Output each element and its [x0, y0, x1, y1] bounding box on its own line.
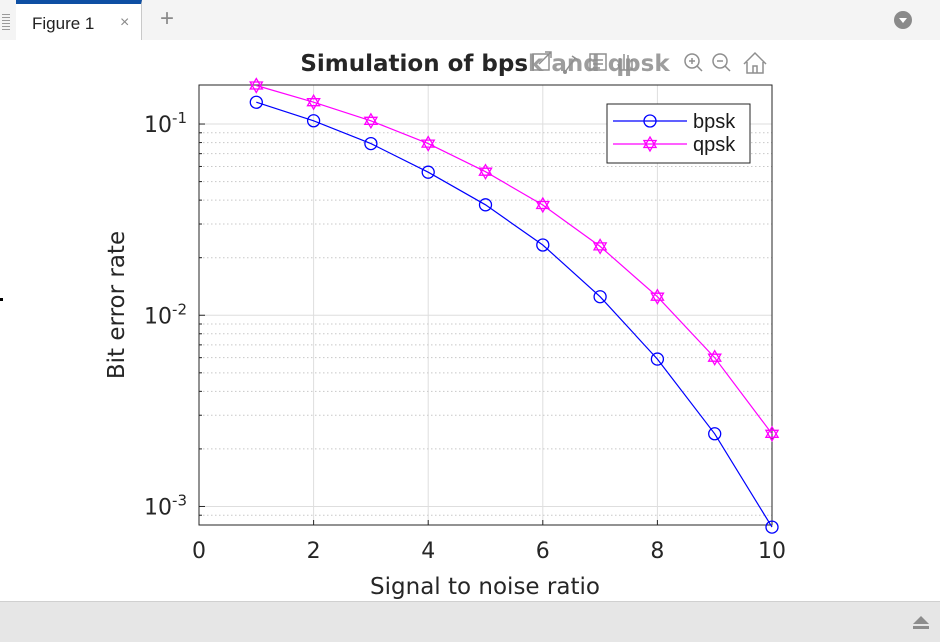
y-tick-label: 10-1 — [144, 109, 187, 138]
legend-marker-bpsk — [643, 114, 657, 128]
data-point-qpsk — [249, 81, 264, 94]
data-point-qpsk — [420, 139, 436, 152]
zoom-out-icon[interactable] — [712, 53, 731, 72]
legend-marker-qpsk — [642, 139, 658, 153]
data-point-qpsk — [535, 196, 551, 210]
series-line-bpsk — [256, 101, 773, 528]
legend-label-bpsk: bpsk — [693, 111, 736, 133]
data-point-qpsk — [306, 98, 321, 111]
data-point-qpsk — [420, 135, 436, 148]
chevron-down-icon[interactable] — [894, 11, 912, 29]
data-point-qpsk — [707, 349, 722, 362]
y-tick-label: 10-2 — [144, 300, 187, 329]
data-point-bpsk — [306, 114, 321, 128]
x-tick-label: 0 — [192, 539, 206, 564]
data-tips-icon[interactable] — [589, 53, 607, 71]
close-icon[interactable]: × — [120, 14, 130, 31]
eject-icon[interactable] — [913, 616, 929, 630]
divider-handle — [0, 298, 3, 301]
data-point-bpsk — [421, 165, 435, 179]
data-point-bpsk — [593, 290, 607, 304]
data-point-qpsk — [707, 353, 722, 366]
brush-icon[interactable] — [563, 55, 579, 74]
legend-marker-qpsk — [642, 135, 658, 149]
y-axis-label: Bit error rate — [104, 231, 130, 379]
data-point-qpsk — [650, 292, 665, 305]
series-line-qpsk — [256, 84, 773, 435]
data-point-qpsk — [764, 425, 780, 438]
legend-box — [606, 103, 751, 164]
data-point-qpsk — [592, 238, 608, 251]
series-qpsk — [249, 77, 780, 443]
figure-background — [0, 40, 940, 601]
data-point-bpsk — [650, 352, 665, 366]
x-axis-label: Signal to noise ratio — [370, 574, 600, 600]
legend-label-qpsk: qpsk — [693, 134, 736, 156]
series-layer — [249, 77, 780, 534]
series-bpsk — [249, 95, 779, 534]
data-point-qpsk — [478, 167, 493, 180]
data-point-qpsk — [650, 288, 665, 301]
data-point-bpsk — [708, 427, 722, 441]
x-tick-label: 6 — [536, 539, 550, 564]
legend-item-bpsk: bpsk — [613, 111, 736, 133]
legend-item-qpsk: qpsk — [613, 134, 736, 156]
tab-label: Figure 1 — [32, 14, 95, 33]
y-tick-label: 10-3 — [144, 491, 187, 520]
data-point-qpsk — [535, 200, 551, 214]
data-point-qpsk — [363, 116, 379, 130]
data-point-bpsk — [249, 95, 263, 109]
data-point-qpsk — [764, 429, 780, 443]
x-tick-label: 8 — [650, 539, 664, 564]
axes-toolbar — [528, 48, 774, 78]
data-point-qpsk — [592, 242, 608, 255]
axes-box — [198, 84, 773, 526]
status-bar — [0, 601, 940, 642]
data-point-qpsk — [363, 112, 379, 125]
tab-figure-1[interactable]: Figure 1 × — [16, 0, 142, 41]
x-tick-label: 10 — [758, 539, 786, 564]
export-icon[interactable] — [532, 51, 552, 71]
data-point-bpsk — [765, 520, 779, 534]
zoom-in-icon[interactable] — [684, 53, 703, 72]
x-tick-label: 4 — [421, 539, 435, 564]
data-point-bpsk — [478, 198, 493, 212]
panel-grip-icon[interactable] — [2, 12, 10, 34]
data-point-bpsk — [536, 238, 550, 252]
pan-icon[interactable] — [617, 54, 633, 71]
data-point-qpsk — [478, 163, 493, 176]
data-point-qpsk — [249, 77, 264, 90]
data-point-bpsk — [364, 136, 378, 151]
data-point-qpsk — [306, 93, 321, 107]
figure-tab-bar: Figure 1 × + — [0, 0, 940, 41]
ticks: 0 2 4 6 8 10 10-1 10-2 10-3 — [144, 109, 786, 564]
add-tab-icon[interactable]: + — [160, 5, 175, 32]
home-icon[interactable] — [743, 51, 767, 74]
x-tick-label: 2 — [307, 539, 321, 564]
